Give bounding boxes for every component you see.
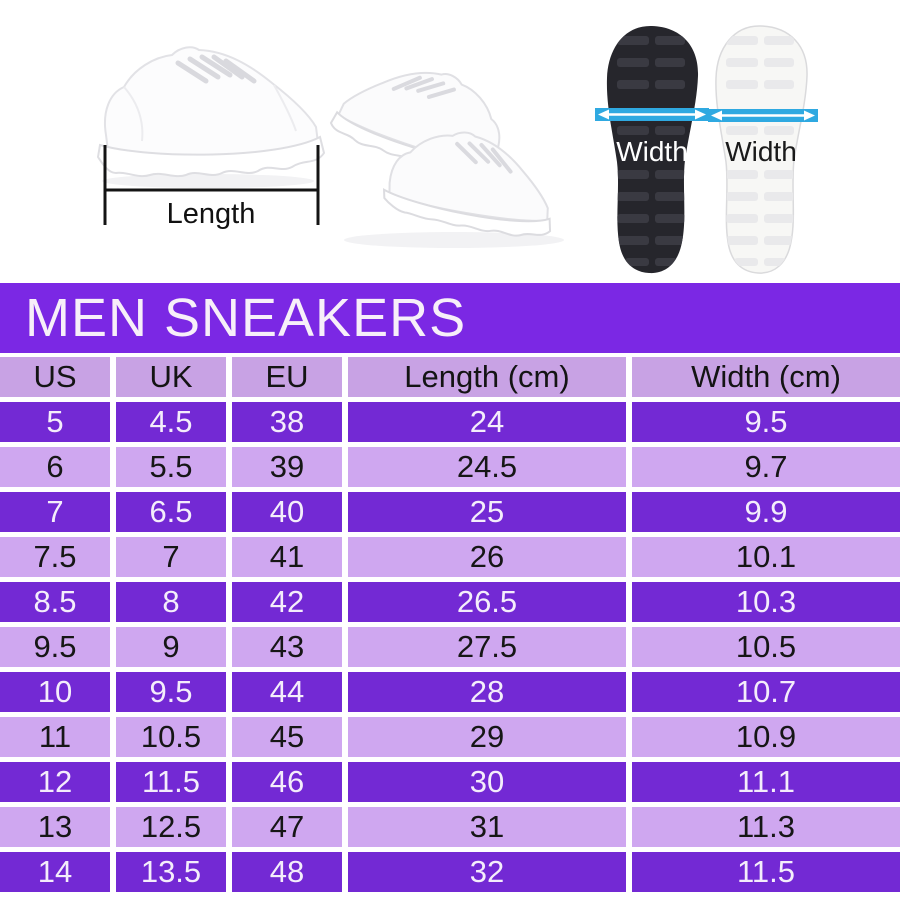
table-row: 8.5 8 42 26.5 10.3 [0,582,900,622]
table-cell: 25 [348,492,626,532]
table-cell: 27.5 [348,627,626,667]
table-cell: 46 [232,762,342,802]
width-label-white-sole: Width [725,136,797,167]
table-cell: 13 [0,807,110,847]
width-arrow-black-sole [595,108,709,121]
table-cell: 32 [348,852,626,892]
table-cell: 28 [348,672,626,712]
width-arrow-white-sole [708,109,818,122]
length-label: Length [167,198,256,230]
sneaker-side-illustration [96,46,326,188]
column-header: US [0,357,110,397]
table-cell: 39 [232,447,342,487]
table-row: 5 4.5 38 24 9.5 [0,402,900,442]
table-cell: 9.7 [632,447,900,487]
shoe-sole [96,135,326,178]
table-cell: 47 [232,807,342,847]
table-cell: 41 [232,537,342,577]
column-header: UK [116,357,226,397]
table-cell: 5 [0,402,110,442]
table-cell: 11 [0,717,110,757]
table-cell: 7 [116,537,226,577]
page-title: MEN SNEAKERS [0,283,900,353]
table-cell: 43 [232,627,342,667]
table-cell: 44 [232,672,342,712]
table-cell: 45 [232,717,342,757]
table-row: 10 9.5 44 28 10.7 [0,672,900,712]
table-cell: 5.5 [116,447,226,487]
table-cell: 14 [0,852,110,892]
table-cell: 6 [0,447,110,487]
table-cell: 9.5 [116,672,226,712]
table-cell: 24.5 [348,447,626,487]
table-cell: 30 [348,762,626,802]
table-cell: 29 [348,717,626,757]
table-cell: 7 [0,492,110,532]
table-cell: 9.9 [632,492,900,532]
size-table-body: 5 4.5 38 24 9.5 6 5.5 39 24.5 9.7 7 6.5 40 25 9.9 7.5 7 4… [0,402,900,892]
table-cell: 9.5 [632,402,900,442]
side-sneaker-image: Length [96,46,326,230]
table-row: 9.5 9 43 27.5 10.5 [0,627,900,667]
table-cell: 40 [232,492,342,532]
table-cell: 6.5 [116,492,226,532]
table-cell: 10.3 [632,582,900,622]
table-cell: 38 [232,402,342,442]
table-cell: 13.5 [116,852,226,892]
table-cell: 31 [348,807,626,847]
laces [175,54,257,84]
table-cell: 48 [232,852,342,892]
table-cell: 11.5 [116,762,226,802]
hero-photo-strip: Length [0,0,900,283]
column-header: Length (cm) [348,357,626,397]
table-cell: 7.5 [0,537,110,577]
table-row: 7 6.5 40 25 9.9 [0,492,900,532]
width-label-black-sole: Width [616,136,688,167]
table-cell: 8 [116,582,226,622]
table-cell: 12 [0,762,110,802]
table-cell: 26 [348,537,626,577]
table-row: 13 12.5 47 31 11.3 [0,807,900,847]
soles-width-image: Width Width [595,25,818,274]
table-cell: 8.5 [0,582,110,622]
table-cell: 10 [0,672,110,712]
table-cell: 10.5 [116,717,226,757]
table-cell: 24 [348,402,626,442]
table-row: 6 5.5 39 24.5 9.7 [0,447,900,487]
table-cell: 11.3 [632,807,900,847]
table-cell: 10.9 [632,717,900,757]
table-cell: 11.1 [632,762,900,802]
table-cell: 4.5 [116,402,226,442]
column-header: EU [232,357,342,397]
table-row: 12 11.5 46 30 11.1 [0,762,900,802]
table-cell: 26.5 [348,582,626,622]
table-cell: 12.5 [116,807,226,847]
size-table: US UK EU Length (cm) Width (cm) 5 4.5 38 24 9.5 6… [0,352,900,897]
table-cell: 9.5 [0,627,110,667]
table-row: 14 13.5 48 32 11.5 [0,852,900,892]
table-row: 7.5 7 41 26 10.1 [0,537,900,577]
column-header: Width (cm) [632,357,900,397]
table-cell: 10.7 [632,672,900,712]
table-cell: 10.5 [632,627,900,667]
table-cell: 11.5 [632,852,900,892]
table-row: 11 10.5 45 29 10.9 [0,717,900,757]
table-cell: 10.1 [632,537,900,577]
table-cell: 42 [232,582,342,622]
size-table-header-row: US UK EU Length (cm) Width (cm) [0,357,900,397]
sneaker-pair-image [325,44,569,248]
table-cell: 9 [116,627,226,667]
length-measurement [103,145,320,225]
